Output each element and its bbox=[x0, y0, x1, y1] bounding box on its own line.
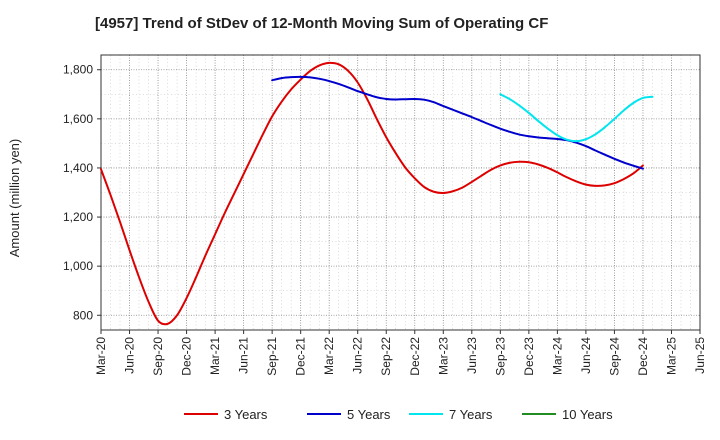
x-tick-label: Dec-22 bbox=[408, 337, 422, 376]
x-tick-label: Mar-21 bbox=[208, 337, 222, 375]
x-tick-label: Mar-23 bbox=[436, 337, 450, 375]
series-line-5-years bbox=[271, 75, 644, 170]
series-line-7-years bbox=[499, 93, 654, 143]
y-axis-label: Amount (million yen) bbox=[7, 139, 22, 258]
y-tick-labels: 800 1,000 1,200 1,400 1,600 1,800 bbox=[63, 63, 93, 323]
x-tick-label: Dec-23 bbox=[522, 337, 536, 376]
x-tick-label: Jun-23 bbox=[465, 337, 479, 374]
series-lines bbox=[100, 61, 654, 326]
legend-item-5-years: 5 Years bbox=[307, 407, 391, 422]
x-tick-label: Sep-20 bbox=[151, 337, 165, 376]
y-tick-label: 800 bbox=[73, 308, 93, 322]
chart-title: [4957] Trend of StDev of 12-Month Moving… bbox=[95, 15, 548, 32]
y-tick-label: 1,200 bbox=[63, 210, 93, 224]
x-tick-label: Sep-23 bbox=[493, 337, 507, 376]
x-tick-label: Mar-20 bbox=[94, 337, 108, 375]
x-tick-label: Mar-24 bbox=[550, 337, 564, 375]
legend-item-3-years: 3 Years bbox=[184, 407, 268, 422]
x-tick-labels: Mar-20 Jun-20 Sep-20 Dec-20 Mar-21 Jun-21 Sep-… bbox=[94, 337, 707, 376]
legend-label: 10 Years bbox=[562, 407, 613, 422]
x-tick-label: Mar-25 bbox=[664, 337, 678, 375]
x-tick-label: Sep-22 bbox=[379, 337, 393, 376]
legend-item-10-years: 10 Years bbox=[522, 407, 613, 422]
series-line-3-years bbox=[100, 61, 644, 326]
legend-label: 7 Years bbox=[449, 407, 493, 422]
y-tick-label: 1,400 bbox=[63, 161, 93, 175]
y-tick-label: 1,600 bbox=[63, 112, 93, 126]
plot-area-frame bbox=[100, 54, 701, 331]
axes bbox=[97, 54, 701, 334]
x-tick-label: Jun-20 bbox=[123, 337, 137, 374]
x-tick-label: Jun-21 bbox=[237, 337, 251, 374]
x-tick-label: Jun-25 bbox=[693, 337, 707, 374]
x-tick-label: Dec-24 bbox=[636, 337, 650, 376]
x-tick-label: Sep-24 bbox=[607, 337, 621, 376]
legend-item-7-years: 7 Years bbox=[409, 407, 493, 422]
legend: 3 Years 5 Years 7 Years 10 Years bbox=[184, 407, 613, 422]
x-tick-label: Dec-20 bbox=[180, 337, 194, 376]
legend-label: 5 Years bbox=[347, 407, 391, 422]
x-tick-label: Sep-21 bbox=[265, 337, 279, 376]
grid-lines bbox=[101, 55, 700, 330]
y-tick-label: 1,000 bbox=[63, 259, 93, 273]
x-tick-label: Mar-22 bbox=[322, 337, 336, 375]
y-tick-label: 1,800 bbox=[63, 63, 93, 77]
x-tick-label: Dec-21 bbox=[294, 337, 308, 376]
x-tick-label: Jun-22 bbox=[351, 337, 365, 374]
x-tick-label: Jun-24 bbox=[579, 337, 593, 374]
legend-label: 3 Years bbox=[224, 407, 268, 422]
